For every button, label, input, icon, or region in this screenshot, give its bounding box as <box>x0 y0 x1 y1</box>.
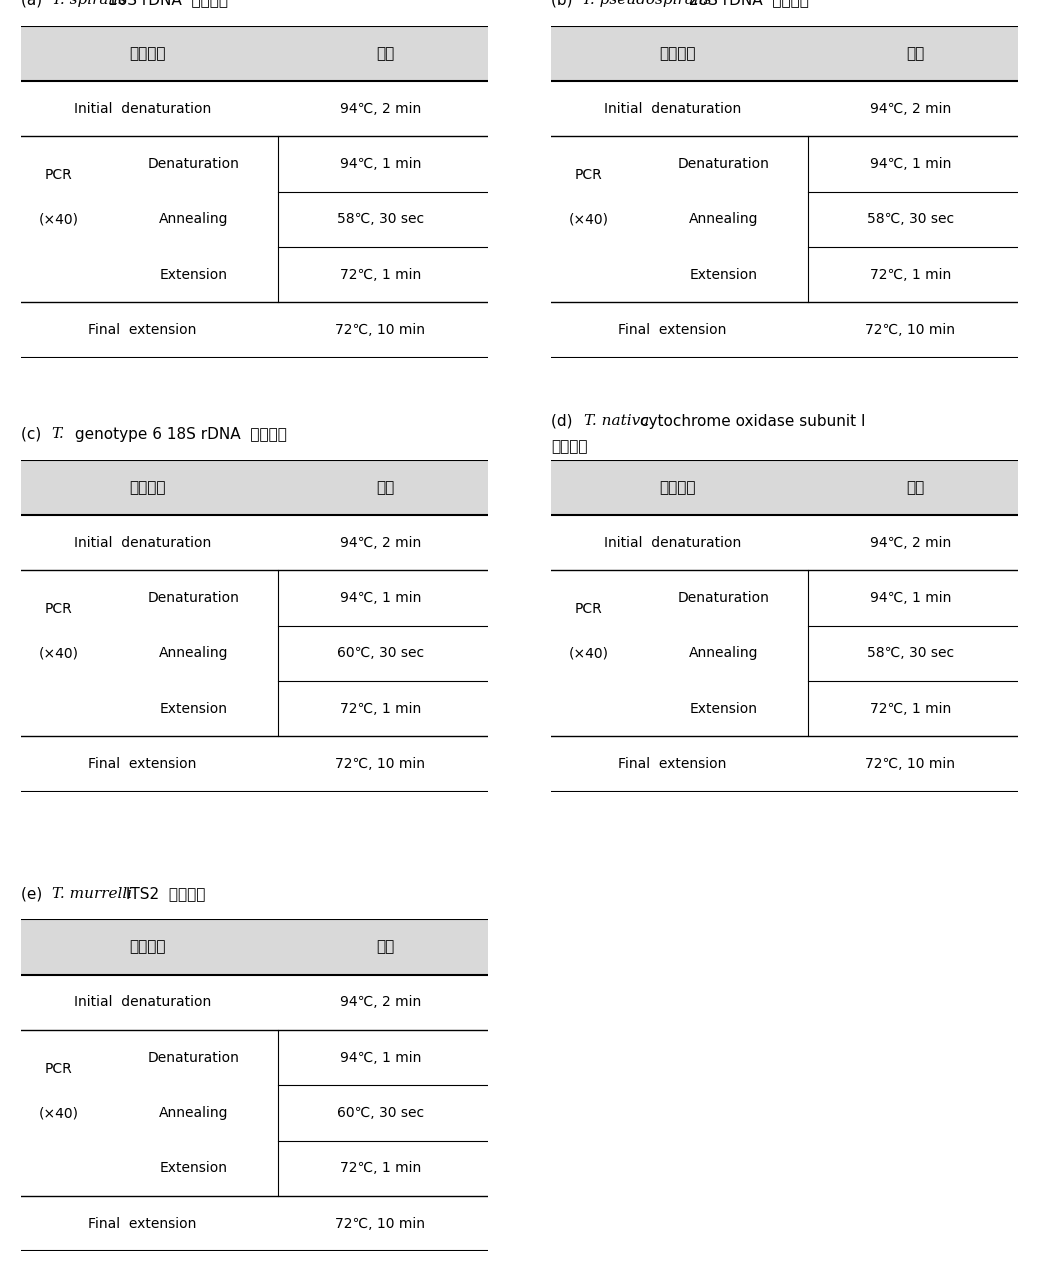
Text: 반응단계: 반응단계 <box>659 480 695 495</box>
FancyBboxPatch shape <box>21 26 488 80</box>
Text: (e): (e) <box>21 886 48 902</box>
FancyBboxPatch shape <box>551 460 1018 515</box>
Text: 94℃, 2 min: 94℃, 2 min <box>339 102 421 115</box>
Text: 조건: 조건 <box>376 940 394 955</box>
Text: 72℃, 10 min: 72℃, 10 min <box>335 1217 425 1231</box>
Text: 72℃, 10 min: 72℃, 10 min <box>335 323 425 337</box>
Text: 72℃, 10 min: 72℃, 10 min <box>335 757 425 771</box>
Text: 조건: 조건 <box>906 46 924 61</box>
Text: T. pseudospiralis: T. pseudospiralis <box>582 0 711 6</box>
Text: (b): (b) <box>551 0 578 8</box>
Text: genotype 6 18S rDNA  반응조건: genotype 6 18S rDNA 반응조건 <box>70 427 287 442</box>
Text: PCR: PCR <box>45 1062 72 1075</box>
Text: Final  extension: Final extension <box>618 323 727 337</box>
Text: Denaturation: Denaturation <box>677 591 770 605</box>
Text: Final  extension: Final extension <box>618 757 727 771</box>
Text: 반응단계: 반응단계 <box>129 940 165 955</box>
Text: 조건: 조건 <box>906 480 924 495</box>
Text: 58℃, 30 sec: 58℃, 30 sec <box>867 212 954 226</box>
Text: PCR: PCR <box>45 169 72 181</box>
Text: 반응단계: 반응단계 <box>129 46 165 61</box>
FancyBboxPatch shape <box>551 26 1018 80</box>
Text: cytochrome oxidase subunit I: cytochrome oxidase subunit I <box>640 414 865 429</box>
Text: Final  extension: Final extension <box>88 1217 197 1231</box>
Text: Initial  denaturation: Initial denaturation <box>74 536 211 549</box>
Text: 94℃, 2 min: 94℃, 2 min <box>339 536 421 549</box>
Text: PCR: PCR <box>575 169 602 181</box>
Text: 58℃, 30 sec: 58℃, 30 sec <box>337 212 424 226</box>
Text: Annealing: Annealing <box>689 212 759 226</box>
Text: Final  extension: Final extension <box>88 323 197 337</box>
Text: 94℃, 1 min: 94℃, 1 min <box>869 591 951 605</box>
Text: PCR: PCR <box>575 603 602 616</box>
Text: 94℃, 1 min: 94℃, 1 min <box>339 1051 421 1065</box>
Text: 94℃, 1 min: 94℃, 1 min <box>339 157 421 171</box>
Text: Denaturation: Denaturation <box>147 157 240 171</box>
FancyBboxPatch shape <box>21 460 488 515</box>
Text: Initial  denaturation: Initial denaturation <box>74 102 211 115</box>
Text: 94℃, 2 min: 94℃, 2 min <box>339 996 421 1009</box>
Text: 28S rDNA  반응조건: 28S rDNA 반응조건 <box>684 0 809 8</box>
Text: (c): (c) <box>21 427 47 442</box>
Text: (×40): (×40) <box>38 646 78 660</box>
Text: 94℃, 1 min: 94℃, 1 min <box>869 157 951 171</box>
Text: (×40): (×40) <box>38 1106 78 1120</box>
Text: Initial  denaturation: Initial denaturation <box>604 536 741 549</box>
Text: T. nativa: T. nativa <box>584 415 654 428</box>
Text: 94℃, 2 min: 94℃, 2 min <box>869 536 951 549</box>
Text: 72℃, 1 min: 72℃, 1 min <box>869 702 951 715</box>
Text: Final  extension: Final extension <box>88 757 197 771</box>
Text: 16S rDNA  반응조건: 16S rDNA 반응조건 <box>103 0 228 8</box>
Text: Extension: Extension <box>160 702 228 715</box>
Text: 72℃, 10 min: 72℃, 10 min <box>865 757 955 771</box>
Text: T.: T. <box>52 428 65 441</box>
Text: (×40): (×40) <box>568 646 608 660</box>
Text: 72℃, 1 min: 72℃, 1 min <box>339 268 421 281</box>
Text: 58℃, 30 sec: 58℃, 30 sec <box>867 646 954 660</box>
Text: (a): (a) <box>21 0 48 8</box>
Text: Annealing: Annealing <box>159 646 229 660</box>
Text: Initial  denaturation: Initial denaturation <box>74 996 211 1009</box>
Text: 94℃, 1 min: 94℃, 1 min <box>339 591 421 605</box>
Text: Denaturation: Denaturation <box>147 591 240 605</box>
Text: Denaturation: Denaturation <box>147 1051 240 1065</box>
Text: Initial  denaturation: Initial denaturation <box>604 102 741 115</box>
Text: Extension: Extension <box>690 268 758 281</box>
Text: 반응조건: 반응조건 <box>551 439 587 455</box>
Text: 94℃, 2 min: 94℃, 2 min <box>869 102 951 115</box>
Text: 72℃, 1 min: 72℃, 1 min <box>339 1162 421 1175</box>
Text: Extension: Extension <box>160 1162 228 1175</box>
Text: Annealing: Annealing <box>159 1106 229 1120</box>
Text: 60℃, 30 sec: 60℃, 30 sec <box>337 1106 424 1120</box>
Text: T. spiralis: T. spiralis <box>52 0 126 6</box>
Text: 72℃, 10 min: 72℃, 10 min <box>865 323 955 337</box>
Text: (×40): (×40) <box>568 212 608 226</box>
Text: T. murrelli: T. murrelli <box>52 888 131 900</box>
Text: Extension: Extension <box>160 268 228 281</box>
Text: 72℃, 1 min: 72℃, 1 min <box>339 702 421 715</box>
Text: (d): (d) <box>551 414 578 429</box>
FancyBboxPatch shape <box>21 919 488 974</box>
Text: Annealing: Annealing <box>689 646 759 660</box>
Text: PCR: PCR <box>45 603 72 616</box>
Text: 반응단계: 반응단계 <box>129 480 165 495</box>
Text: Denaturation: Denaturation <box>677 157 770 171</box>
Text: ITS2  반응조건: ITS2 반응조건 <box>122 886 206 902</box>
Text: 반응단계: 반응단계 <box>659 46 695 61</box>
Text: 조건: 조건 <box>376 480 394 495</box>
Text: Annealing: Annealing <box>159 212 229 226</box>
Text: 조건: 조건 <box>376 46 394 61</box>
Text: Extension: Extension <box>690 702 758 715</box>
Text: (×40): (×40) <box>38 212 78 226</box>
Text: 60℃, 30 sec: 60℃, 30 sec <box>337 646 424 660</box>
Text: 72℃, 1 min: 72℃, 1 min <box>869 268 951 281</box>
